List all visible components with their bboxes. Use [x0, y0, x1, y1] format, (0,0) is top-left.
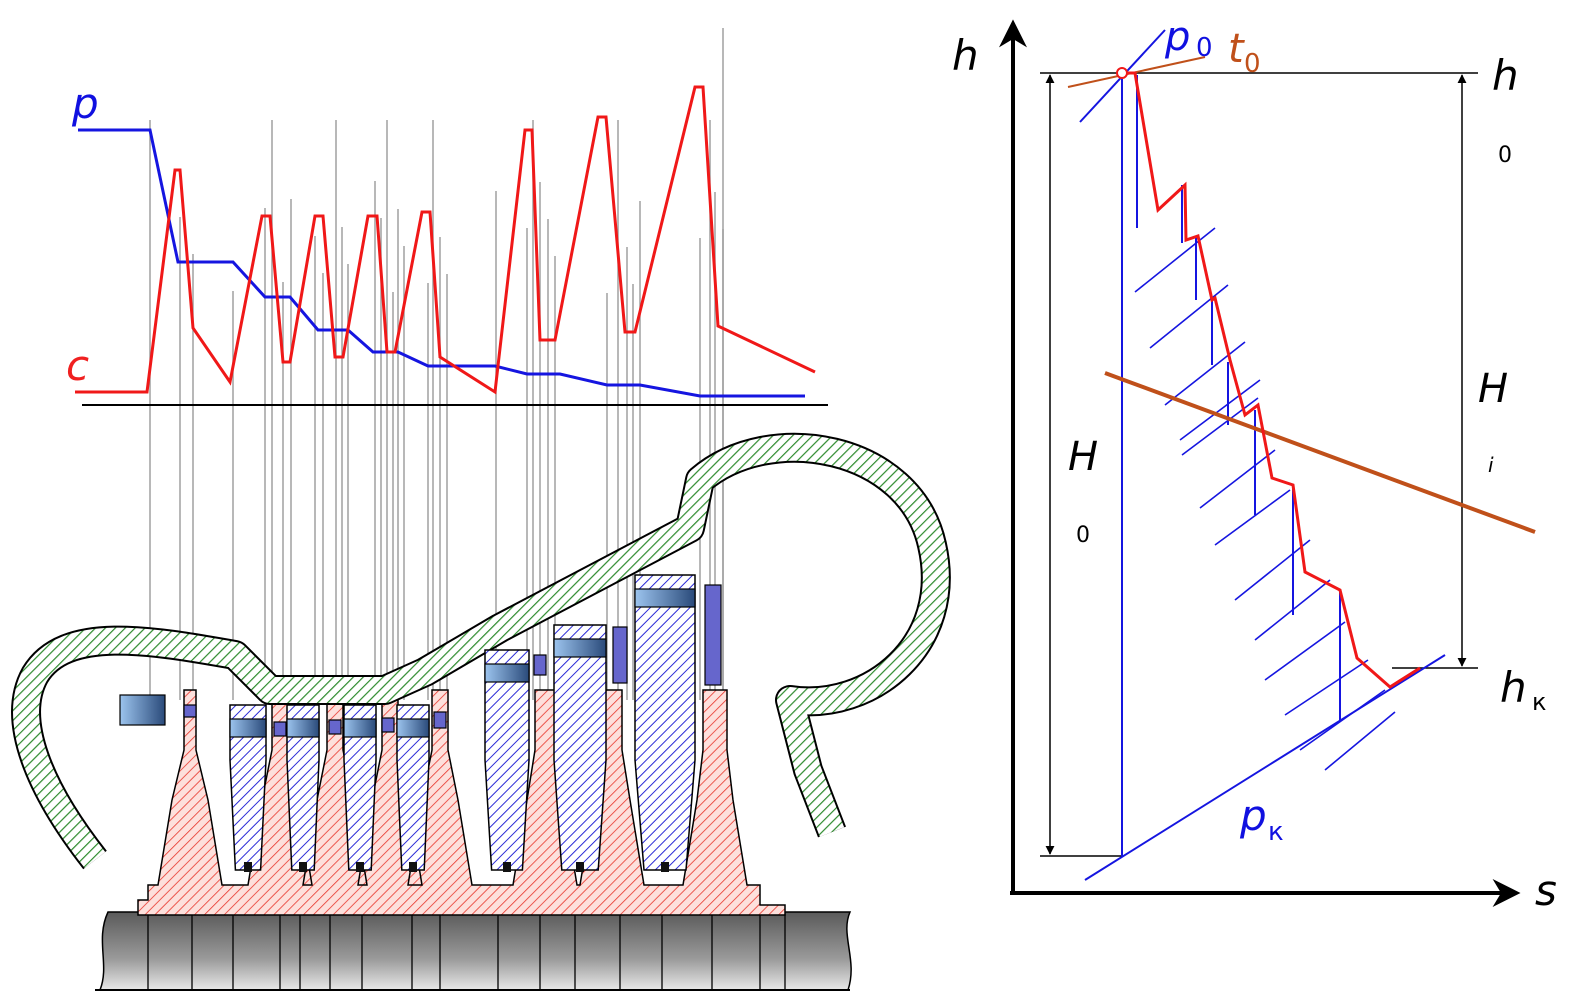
seal	[356, 862, 364, 872]
rotor-blade	[612, 626, 628, 684]
nozzle-blade	[229, 718, 267, 738]
pk-subscript: к	[1268, 817, 1284, 847]
isobar	[1284, 659, 1369, 716]
isobar	[1324, 711, 1396, 771]
diaphragm	[229, 704, 267, 871]
diaphragm	[396, 704, 430, 871]
seal	[661, 862, 669, 872]
diaphragm	[634, 574, 696, 871]
isobar	[1234, 539, 1311, 601]
H0-subscript: 0	[1076, 523, 1090, 548]
rotor-blade	[183, 704, 197, 718]
isobar	[1299, 689, 1386, 751]
h0-symbol: h	[1492, 51, 1519, 100]
p0-symbol: p	[1164, 14, 1190, 60]
t0-symbol: t	[1228, 26, 1245, 72]
seal	[244, 862, 252, 872]
nozzle-blade	[343, 718, 377, 738]
hk-symbol: h	[1500, 663, 1527, 712]
nozzle-blade	[286, 718, 320, 738]
condition-line	[1104, 371, 1536, 534]
nozzle-blade	[484, 663, 530, 683]
rotor-blade	[704, 584, 722, 686]
pk-isobar	[1084, 654, 1446, 881]
pk-symbol: p	[1239, 791, 1267, 840]
isobar	[1199, 449, 1276, 509]
drawing	[11, 19, 1536, 991]
diaphragm	[484, 649, 530, 871]
t0-isotherm	[1067, 56, 1206, 88]
diaphragm	[286, 704, 320, 871]
H0-symbol: H	[1068, 434, 1098, 480]
casing	[13, 434, 949, 869]
diaphragm	[553, 624, 607, 871]
x-axis-label: s	[1535, 866, 1557, 915]
isobar	[1181, 397, 1259, 456]
p0-subscript: 0	[1196, 33, 1213, 63]
isobar	[1179, 379, 1261, 441]
isobar	[1164, 341, 1246, 406]
seal	[299, 862, 307, 872]
isobar	[1214, 489, 1291, 546]
rotor-blade	[381, 717, 395, 733]
velocity-curve	[75, 85, 816, 395]
isobar	[1264, 621, 1346, 681]
rotor-blade	[433, 711, 447, 729]
initial-state	[1116, 67, 1128, 79]
nozzle-blade	[396, 718, 430, 738]
isobar	[1254, 579, 1331, 641]
rotor-blade	[533, 654, 547, 676]
Hi-subscript: i	[1488, 453, 1494, 477]
Hi-symbol: H	[1478, 366, 1508, 412]
nozzle-blade	[553, 638, 607, 658]
shaft	[98, 911, 852, 991]
pressure-label: p	[71, 79, 99, 128]
h0-subscript: 0	[1498, 143, 1512, 168]
t0-subscript: 0	[1244, 49, 1261, 79]
velocity-label: c	[66, 341, 89, 390]
seal	[409, 862, 417, 872]
rotor-blade	[328, 719, 342, 735]
nozzle-blade	[634, 588, 696, 608]
seal	[503, 862, 511, 872]
control-blade	[119, 694, 166, 726]
hk-subscript: к	[1532, 688, 1547, 716]
diaphragm	[343, 704, 377, 871]
isobar	[1134, 227, 1216, 293]
expansion-line	[1122, 71, 1421, 689]
rotor-blade	[273, 721, 287, 737]
isobar	[1149, 284, 1229, 349]
y-axis-label: h	[952, 31, 979, 80]
seal	[576, 862, 584, 872]
